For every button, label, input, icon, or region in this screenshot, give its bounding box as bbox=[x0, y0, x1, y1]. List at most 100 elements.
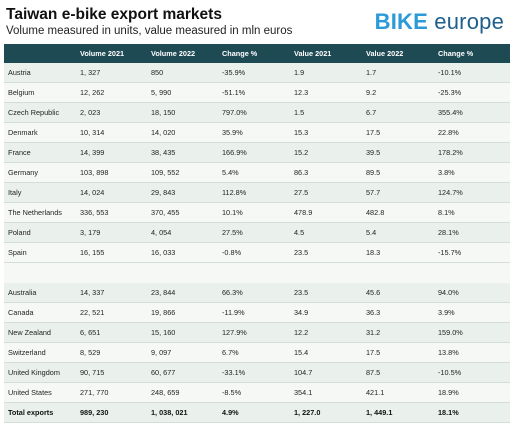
country-cell: Germany bbox=[8, 168, 39, 177]
volume-change-cell: 10.1% bbox=[222, 208, 243, 217]
volume-2021-cell: 2, 023 bbox=[80, 108, 101, 117]
volume-2022-cell: 23, 844 bbox=[151, 288, 176, 297]
volume-2022-cell: 16, 033 bbox=[151, 248, 176, 257]
value-2022-cell: 17.5 bbox=[366, 128, 381, 137]
volume-2022-cell: 5, 990 bbox=[151, 88, 172, 97]
row-divider bbox=[4, 202, 510, 203]
volume-2021-cell: 14, 024 bbox=[80, 188, 105, 197]
table-row: Italy 14, 024 29, 843 112.8% 27.5 57.7 124.7% bbox=[4, 183, 510, 203]
value-change-cell: 159.0% bbox=[438, 328, 463, 337]
country-cell: Spain bbox=[8, 248, 27, 257]
volume-2021-cell: 14, 399 bbox=[80, 148, 105, 157]
value-change-cell: -10.1% bbox=[438, 68, 462, 77]
column-header-value-change: Change % bbox=[438, 49, 474, 58]
volume-2022-cell: 29, 843 bbox=[151, 188, 176, 197]
value-2022-cell: 6.7 bbox=[366, 108, 377, 117]
column-header-value-2021: Value 2021 bbox=[294, 49, 332, 58]
value-2021-cell: 4.5 bbox=[294, 228, 305, 237]
volume-change-cell: -11.9% bbox=[222, 308, 245, 317]
table-row: New Zealand 6, 651 15, 160 127.9% 12.2 31.2 15… bbox=[4, 323, 510, 343]
table-header-row: Volume 2021 Volume 2022 Change % Value 2021… bbox=[4, 44, 510, 63]
row-divider bbox=[4, 402, 510, 403]
value-2021-cell: 23.5 bbox=[294, 248, 309, 257]
table-row: The Netherlands 336, 553 370, 455 10.1% 478.… bbox=[4, 203, 510, 223]
value-2021-cell: 478.9 bbox=[294, 208, 313, 217]
volume-2022-cell: 60, 677 bbox=[151, 368, 176, 377]
volume-change-cell: 4.9% bbox=[222, 408, 239, 417]
logo-europe-text: europe bbox=[434, 9, 504, 34]
volume-2022-cell: 850 bbox=[151, 68, 164, 77]
row-divider bbox=[4, 342, 510, 343]
table-row: Czech Republic 2, 023 18, 150 797.0% 1.5 6.7 3… bbox=[4, 103, 510, 123]
row-divider bbox=[4, 362, 510, 363]
table-row: Spain 16, 155 16, 033 -0.8% 23.5 18.3 -15.7% bbox=[4, 243, 510, 263]
row-divider bbox=[4, 162, 510, 163]
value-2022-cell: 18.3 bbox=[366, 248, 381, 257]
value-2021-cell: 86.3 bbox=[294, 168, 309, 177]
value-2022-cell: 1, 449.1 bbox=[366, 408, 393, 417]
table-row: Poland 3, 179 4, 054 27.5% 4.5 5.4 28.1% bbox=[4, 223, 510, 243]
table-row: Australia 14, 337 23, 844 66.3% 23.5 45.6 94.0… bbox=[4, 283, 510, 303]
value-2021-cell: 12.3 bbox=[294, 88, 309, 97]
value-2022-cell: 17.5 bbox=[366, 348, 381, 357]
volume-2022-cell: 248, 659 bbox=[151, 388, 180, 397]
column-header-volume-change: Change % bbox=[222, 49, 258, 58]
volume-change-cell: 797.0% bbox=[222, 108, 247, 117]
volume-2022-cell: 14, 020 bbox=[151, 128, 176, 137]
row-divider bbox=[4, 302, 510, 303]
table-row: Denmark 10, 314 14, 020 35.9% 15.3 17.5 22.8% bbox=[4, 123, 510, 143]
volume-change-cell: 6.7% bbox=[222, 348, 239, 357]
value-change-cell: 22.8% bbox=[438, 128, 459, 137]
volume-change-cell: -0.8% bbox=[222, 248, 242, 257]
value-2021-cell: 12.2 bbox=[294, 328, 309, 337]
table-row: Germany 103, 898 109, 552 5.4% 86.3 89.5 3.8% bbox=[4, 163, 510, 183]
volume-change-cell: 66.3% bbox=[222, 288, 243, 297]
volume-2021-cell: 3, 179 bbox=[80, 228, 101, 237]
value-2021-cell: 27.5 bbox=[294, 188, 309, 197]
value-2022-cell: 421.1 bbox=[366, 388, 385, 397]
row-divider bbox=[4, 382, 510, 383]
value-2021-cell: 15.3 bbox=[294, 128, 309, 137]
country-cell: Poland bbox=[8, 228, 31, 237]
country-cell: Switzerland bbox=[8, 348, 46, 357]
page-header: Taiwan e-bike export markets Volume meas… bbox=[6, 6, 506, 42]
value-change-cell: 3.9% bbox=[438, 308, 455, 317]
value-change-cell: 13.8% bbox=[438, 348, 459, 357]
volume-change-cell: -35.9% bbox=[222, 68, 246, 77]
value-2021-cell: 354.1 bbox=[294, 388, 313, 397]
value-2022-cell: 9.2 bbox=[366, 88, 377, 97]
table-row: Belgium 12, 262 5, 990 -51.1% 12.3 9.2 -25.3% bbox=[4, 83, 510, 103]
volume-2021-cell: 336, 553 bbox=[80, 208, 109, 217]
country-cell: Austria bbox=[8, 68, 31, 77]
value-2021-cell: 15.2 bbox=[294, 148, 309, 157]
volume-2021-cell: 90, 715 bbox=[80, 368, 105, 377]
value-2021-cell: 104.7 bbox=[294, 368, 313, 377]
table-row: France 14, 399 38, 435 166.9% 15.2 39.5 178.2% bbox=[4, 143, 510, 163]
country-cell: Czech Republic bbox=[8, 108, 60, 117]
volume-change-cell: 166.9% bbox=[222, 148, 247, 157]
value-change-cell: 18.9% bbox=[438, 388, 459, 397]
volume-2021-cell: 271, 770 bbox=[80, 388, 109, 397]
column-header-volume-2021: Volume 2021 bbox=[80, 49, 125, 58]
country-cell: Italy bbox=[8, 188, 22, 197]
volume-change-cell: -33.1% bbox=[222, 368, 246, 377]
row-divider bbox=[4, 242, 510, 243]
volume-change-cell: 127.9% bbox=[222, 328, 247, 337]
volume-change-cell: 35.9% bbox=[222, 128, 243, 137]
country-cell: Total exports bbox=[8, 408, 54, 417]
volume-2022-cell: 370, 455 bbox=[151, 208, 180, 217]
volume-change-cell: 5.4% bbox=[222, 168, 239, 177]
volume-2022-cell: 18, 150 bbox=[151, 108, 176, 117]
country-cell: Canada bbox=[8, 308, 34, 317]
value-2022-cell: 45.6 bbox=[366, 288, 381, 297]
table-row: United Kingdom 90, 715 60, 677 -33.1% 104.7 8… bbox=[4, 363, 510, 383]
table-row: United States 271, 770 248, 659 -8.5% 354.1 4… bbox=[4, 383, 510, 403]
value-2022-cell: 31.2 bbox=[366, 328, 381, 337]
table-row: Switzerland 8, 529 9, 097 6.7% 15.4 17.5 13.8% bbox=[4, 343, 510, 363]
value-2021-cell: 34.9 bbox=[294, 308, 309, 317]
country-cell: Denmark bbox=[8, 128, 38, 137]
country-cell: France bbox=[8, 148, 31, 157]
row-divider bbox=[4, 142, 510, 143]
value-2021-cell: 1.9 bbox=[294, 68, 305, 77]
country-cell: The Netherlands bbox=[8, 208, 62, 217]
